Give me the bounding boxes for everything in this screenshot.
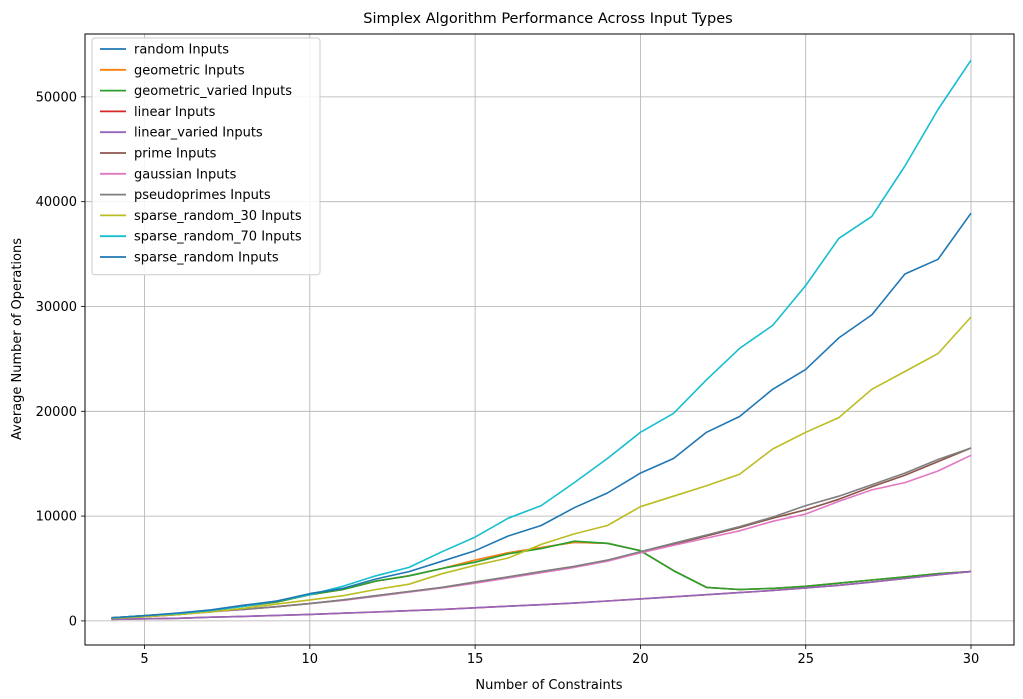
y-tick-label: 40000	[36, 195, 77, 210]
legend-label: sparse_random Inputs	[134, 251, 279, 266]
series-lines	[111, 59, 972, 621]
x-tick-label: 10	[302, 652, 319, 667]
legend-label: linear_varied Inputs	[134, 126, 263, 141]
y-tick-label: 10000	[36, 510, 77, 525]
x-tick-label: 25	[797, 652, 814, 667]
legend-label: gaussian Inputs	[134, 167, 237, 182]
legend: random Inputs geometric Inputs geometric_v…	[91, 37, 321, 276]
series-line	[111, 212, 972, 619]
x-tick-label: 30	[963, 652, 980, 667]
y-tick-label: 30000	[36, 300, 77, 315]
legend-label: prime Inputs	[134, 147, 217, 162]
legend-box	[91, 37, 321, 276]
legend-label: random Inputs	[134, 43, 229, 58]
y-axis-ticks: 0 10000 20000 30000 40000 50000	[36, 90, 85, 629]
legend-label: geometric_varied Inputs	[134, 84, 292, 99]
x-axis-ticks: 5 10 15 20 25 30	[140, 645, 979, 667]
series-line	[111, 447, 972, 620]
legend-label: sparse_random_30 Inputs	[134, 209, 302, 224]
legend-label: geometric Inputs	[134, 63, 245, 78]
series-line	[111, 316, 972, 620]
plot-frame	[84, 33, 1015, 646]
series-line	[111, 454, 972, 620]
y-tick-label: 0	[69, 614, 77, 629]
y-tick-label: 50000	[36, 90, 77, 105]
x-axis-label: Number of Constraints	[475, 678, 622, 693]
x-tick-label: 15	[467, 652, 484, 667]
legend-label: sparse_random_70 Inputs	[134, 230, 302, 245]
y-axis-label: Average Number of Operations	[10, 238, 25, 440]
series-line	[111, 570, 972, 621]
x-tick-label: 20	[632, 652, 649, 667]
series-line	[111, 447, 972, 620]
x-tick-label: 5	[140, 652, 148, 667]
chart-title: Simplex Algorithm Performance Across Inp…	[363, 11, 732, 27]
legend-label: linear Inputs	[134, 105, 216, 120]
legend-label: pseudoprimes Inputs	[134, 188, 271, 203]
series-line	[111, 570, 972, 621]
y-tick-label: 20000	[36, 405, 77, 420]
